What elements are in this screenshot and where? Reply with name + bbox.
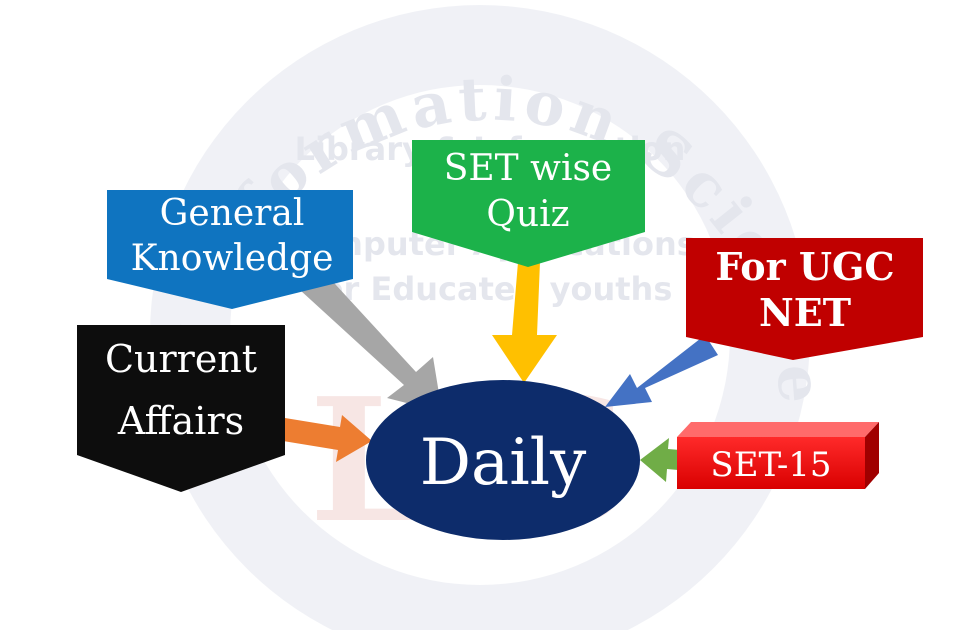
ugc-net-line-1: For UGC [715, 244, 894, 289]
ugc-net-line-2: NET [759, 290, 851, 335]
arrow-from-current-affairs [283, 415, 372, 462]
current-affairs-line-2: Affairs [117, 399, 244, 443]
set-15-badge: SET-15 [677, 422, 879, 489]
arrow-from-ugc-net [605, 335, 718, 407]
general-knowledge-box: General Knowledge [107, 190, 353, 309]
watermark-line-3: for Educated youths [308, 270, 673, 308]
ugc-net-box: For UGC NET [686, 238, 923, 360]
general-knowledge-line-2: Knowledge [131, 238, 334, 279]
arrow-from-set-badge [640, 438, 680, 482]
set-15-label: SET-15 [710, 445, 831, 485]
daily-hub: Daily [366, 380, 640, 540]
current-affairs-box: Current Affairs [77, 325, 285, 492]
set-wise-quiz-box: SET wise Quiz [412, 140, 645, 267]
arrow-from-general-knowledge [300, 272, 442, 412]
daily-label: Daily [420, 426, 587, 500]
set-wise-quiz-line-2: Quiz [486, 194, 569, 235]
set-wise-quiz-line-1: SET wise [444, 148, 613, 189]
general-knowledge-line-1: General [160, 193, 305, 234]
arrow-from-set-wise-quiz [492, 262, 557, 383]
current-affairs-line-1: Current [105, 337, 257, 381]
